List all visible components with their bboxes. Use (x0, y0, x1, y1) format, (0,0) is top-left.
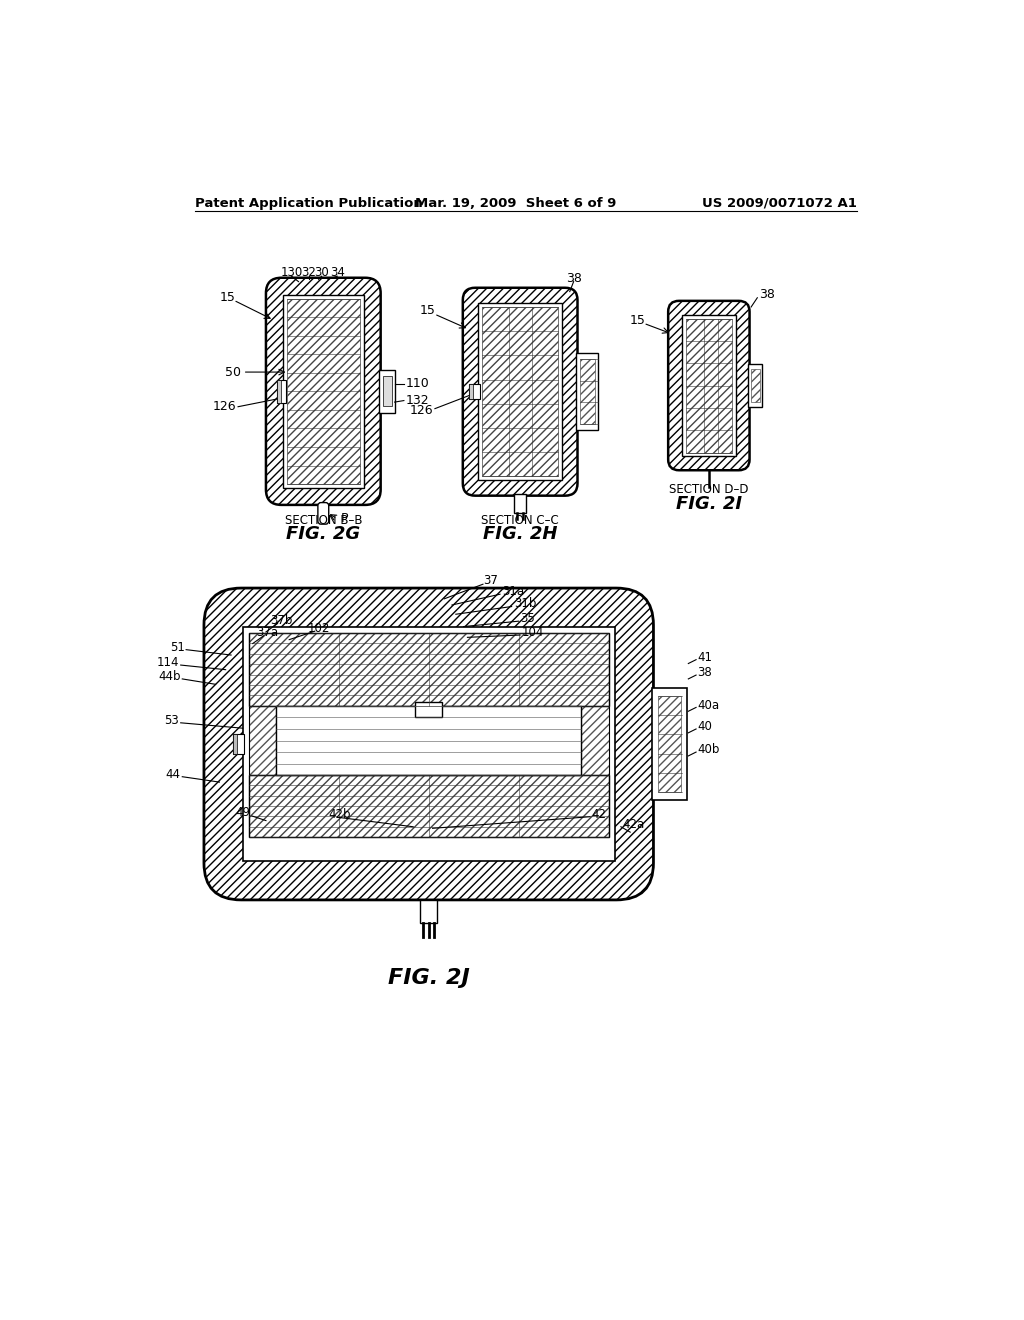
Text: SECTION B–B: SECTION B–B (285, 513, 362, 527)
Text: 114: 114 (157, 656, 179, 669)
Text: 104: 104 (521, 626, 544, 639)
Text: 130: 130 (281, 265, 303, 279)
Bar (575, 354, 598, 430)
Text: 42b: 42b (329, 808, 351, 821)
Bar (748, 364, 762, 407)
Text: FIG. 2I: FIG. 2I (676, 495, 742, 513)
Text: 15: 15 (629, 314, 645, 326)
Bar (478, 304, 562, 480)
Bar (243, 627, 614, 862)
Bar (469, 384, 473, 400)
Bar (249, 632, 608, 706)
Text: SECTION D–D: SECTION D–D (669, 483, 749, 496)
Text: 42a: 42a (623, 818, 645, 832)
Text: 50: 50 (225, 366, 241, 379)
Bar (383, 376, 392, 407)
Bar (249, 706, 276, 775)
Text: FIG. 2H: FIG. 2H (483, 525, 557, 543)
Text: 41: 41 (697, 651, 713, 664)
Text: 44b: 44b (158, 671, 180, 684)
Text: 31b: 31b (514, 597, 537, 610)
Bar (287, 298, 359, 484)
Bar (469, 384, 480, 400)
Text: 110: 110 (406, 378, 429, 391)
Bar (482, 308, 558, 477)
Text: 35: 35 (520, 612, 535, 626)
Bar (249, 706, 276, 775)
Text: P: P (341, 512, 349, 525)
Bar (682, 314, 735, 457)
Text: 37a: 37a (256, 626, 279, 639)
Bar (580, 359, 595, 424)
Text: 126: 126 (213, 400, 237, 413)
Text: 30: 30 (314, 265, 329, 279)
Text: 126: 126 (410, 404, 433, 417)
Bar (276, 380, 281, 403)
Bar (652, 688, 687, 800)
Text: FIG. 2J: FIG. 2J (388, 969, 470, 989)
Bar (686, 318, 732, 453)
Text: 44: 44 (166, 768, 180, 781)
Bar (582, 706, 608, 775)
Text: 42: 42 (592, 808, 606, 821)
Bar (283, 294, 364, 488)
Bar (751, 370, 760, 403)
Text: 15: 15 (219, 290, 236, 304)
Text: 37b: 37b (270, 614, 293, 627)
Bar (249, 775, 608, 837)
Bar (658, 696, 681, 792)
Bar (249, 775, 608, 837)
Text: Patent Application Publication: Patent Application Publication (196, 197, 423, 210)
FancyBboxPatch shape (317, 503, 329, 524)
Bar (233, 734, 245, 754)
FancyBboxPatch shape (266, 277, 381, 506)
Text: 32: 32 (301, 265, 316, 279)
Text: US 2009/0071072 A1: US 2009/0071072 A1 (701, 197, 856, 210)
Bar (276, 380, 286, 403)
Text: 40b: 40b (697, 743, 720, 756)
FancyBboxPatch shape (204, 589, 653, 900)
Text: 40: 40 (697, 721, 713, 733)
Text: 38: 38 (565, 272, 582, 285)
Text: 34: 34 (330, 265, 345, 279)
Bar (249, 632, 608, 706)
Bar (415, 702, 442, 718)
Text: Mar. 19, 2009  Sheet 6 of 9: Mar. 19, 2009 Sheet 6 of 9 (415, 197, 616, 210)
Bar (682, 314, 735, 457)
Text: 40a: 40a (697, 698, 720, 711)
FancyBboxPatch shape (463, 288, 578, 496)
Text: 38: 38 (759, 288, 775, 301)
Text: 102: 102 (307, 622, 330, 635)
Bar (582, 706, 608, 775)
Bar (379, 370, 394, 412)
Text: 15: 15 (420, 305, 436, 317)
Text: 38: 38 (697, 667, 713, 680)
Bar (233, 734, 238, 754)
Bar (283, 294, 364, 488)
Text: 53: 53 (165, 714, 179, 727)
Bar (276, 706, 582, 775)
Text: 132: 132 (406, 395, 429, 407)
Text: FIG. 2G: FIG. 2G (287, 525, 360, 543)
FancyBboxPatch shape (669, 301, 750, 470)
Text: 31a: 31a (503, 585, 524, 598)
Bar (514, 494, 526, 512)
Bar (420, 900, 437, 923)
Bar (243, 627, 614, 862)
Text: SECTION C–C: SECTION C–C (481, 513, 559, 527)
Text: 37: 37 (483, 574, 498, 587)
Text: 51: 51 (170, 640, 184, 653)
Text: 49: 49 (236, 807, 251, 820)
Bar (478, 304, 562, 480)
